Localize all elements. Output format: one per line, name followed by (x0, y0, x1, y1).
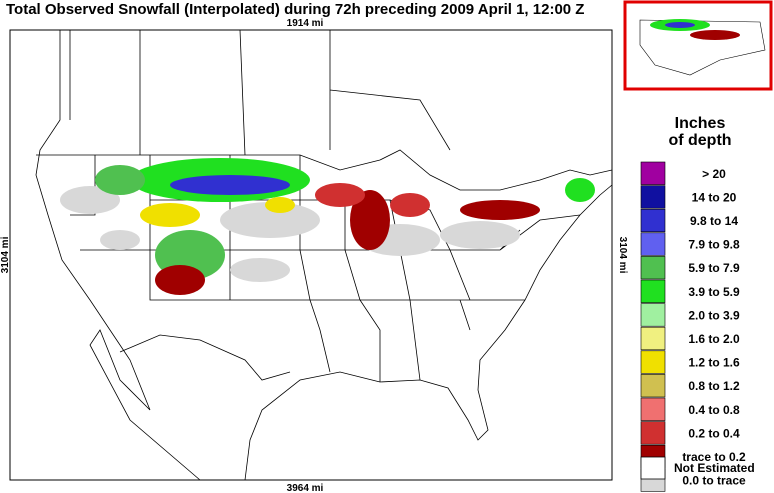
legend-swatch (640, 456, 666, 480)
legend-label: 3.9 to 5.9 (688, 285, 740, 299)
legend-swatch (640, 161, 666, 185)
legend-label: 1.2 to 1.6 (688, 356, 740, 370)
snowfall-areas (60, 158, 595, 295)
top-distance: 1914 mi (287, 18, 324, 29)
right-distance: 3104 mi (617, 237, 628, 274)
map-frame (9, 29, 613, 481)
legend-swatch (640, 208, 666, 233)
legend-swatch (640, 350, 666, 374)
bottom-distance: 3964 mi (287, 483, 324, 493)
legend-swatch (640, 303, 666, 327)
legend-swatch (640, 256, 666, 280)
legend-label: 0.8 to 1.2 (688, 379, 740, 393)
legend-swatch (640, 185, 666, 209)
legend-title: Inches (675, 115, 726, 132)
map-title: Total Observed Snowfall (Interpolated) d… (6, 1, 584, 18)
legend-label: trace to 0.2 (682, 450, 746, 464)
legend-title: of depth (668, 132, 731, 149)
legend-label: > 20 (702, 167, 726, 181)
legend-swatch (640, 326, 666, 351)
map-geography (35, 29, 613, 481)
legend-label: 14 to 20 (692, 190, 737, 204)
legend-swatch (640, 279, 666, 303)
legend-label: 9.8 to 14 (690, 214, 738, 228)
legend-swatch (640, 397, 666, 421)
legend-label: 2.0 to 3.9 (688, 308, 740, 322)
legend: > 20 14 to 20 9.8 to 14 7.9 to 9.8 5.9 to 7.… (640, 161, 755, 492)
legend-label: 1.6 to 2.0 (688, 332, 740, 346)
legend-swatch (640, 374, 666, 398)
legend-swatch (640, 232, 666, 256)
legend-label: Not Estimated (674, 461, 755, 475)
legend-label: 7.9 to 9.8 (688, 238, 740, 252)
legend-swatch (640, 421, 666, 445)
legend-label: 0.2 to 0.4 (688, 426, 740, 440)
legend-label: 0.0 to trace (682, 474, 746, 488)
legend-label: 0.4 to 0.8 (688, 403, 740, 417)
inset-map (623, 0, 773, 91)
legend-label: 5.9 to 7.9 (688, 261, 740, 275)
left-distance: 3104 mi (0, 236, 11, 273)
